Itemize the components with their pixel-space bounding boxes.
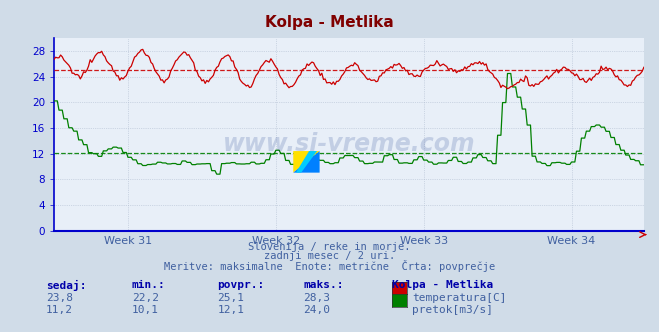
Text: Kolpa - Metlika: Kolpa - Metlika (265, 15, 394, 30)
Text: Kolpa - Metlika: Kolpa - Metlika (392, 280, 494, 290)
Text: 22,2: 22,2 (132, 293, 159, 303)
Polygon shape (296, 151, 317, 173)
Text: 25,1: 25,1 (217, 293, 244, 303)
Text: 12,1: 12,1 (217, 305, 244, 315)
Polygon shape (293, 151, 320, 173)
Text: temperatura[C]: temperatura[C] (412, 293, 506, 303)
Text: sedaj:: sedaj: (46, 280, 86, 290)
Text: www.si-vreme.com: www.si-vreme.com (223, 132, 475, 156)
Text: 10,1: 10,1 (132, 305, 159, 315)
Text: povpr.:: povpr.: (217, 280, 265, 290)
Text: maks.:: maks.: (303, 280, 343, 290)
Text: pretok[m3/s]: pretok[m3/s] (412, 305, 493, 315)
Text: 23,8: 23,8 (46, 293, 73, 303)
Polygon shape (293, 151, 320, 173)
Text: Meritve: maksimalne  Enote: metrične  Črta: povprečje: Meritve: maksimalne Enote: metrične Črta… (164, 260, 495, 272)
Text: 24,0: 24,0 (303, 305, 330, 315)
Text: min.:: min.: (132, 280, 165, 290)
Text: zadnji mesec / 2 uri.: zadnji mesec / 2 uri. (264, 251, 395, 261)
Text: 28,3: 28,3 (303, 293, 330, 303)
Text: 11,2: 11,2 (46, 305, 73, 315)
Text: Slovenija / reke in morje.: Slovenija / reke in morje. (248, 242, 411, 252)
